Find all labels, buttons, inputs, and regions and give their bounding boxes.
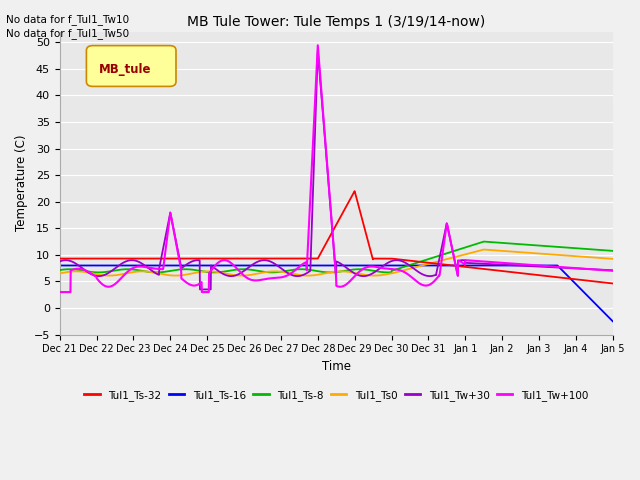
Y-axis label: Temperature (C): Temperature (C) — [15, 135, 28, 231]
Text: No data for f_Tul1_Tw50: No data for f_Tul1_Tw50 — [6, 28, 129, 39]
Legend: Tul1_Ts-32, Tul1_Ts-16, Tul1_Ts-8, Tul1_Ts0, Tul1_Tw+30, Tul1_Tw+100: Tul1_Ts-32, Tul1_Ts-16, Tul1_Ts-8, Tul1_… — [80, 386, 592, 405]
Title: MB Tule Tower: Tule Temps 1 (3/19/14-now): MB Tule Tower: Tule Temps 1 (3/19/14-now… — [187, 15, 485, 29]
X-axis label: Time: Time — [322, 360, 351, 373]
Text: MB_tule: MB_tule — [99, 63, 152, 76]
Text: No data for f_Tul1_Tw10: No data for f_Tul1_Tw10 — [6, 13, 129, 24]
